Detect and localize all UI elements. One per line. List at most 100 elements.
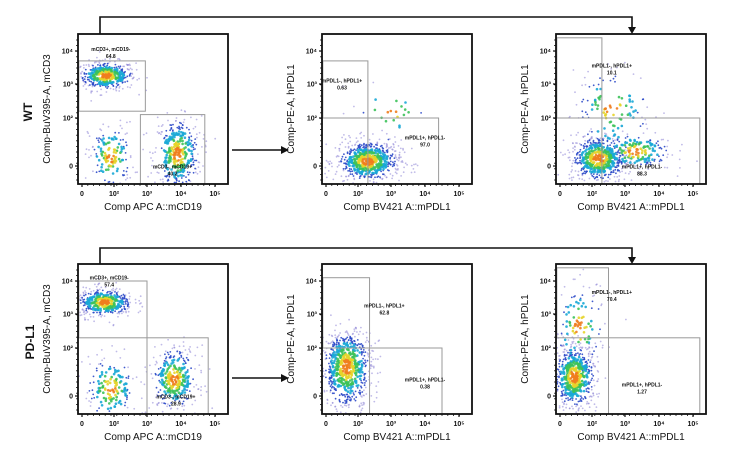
event-dot (177, 151, 180, 154)
x-tick-label: 0 (80, 421, 84, 428)
event-dot (161, 402, 163, 404)
event-dot (163, 381, 166, 384)
event-dot (372, 178, 375, 181)
event-dot (351, 350, 355, 354)
event-dot (106, 417, 108, 419)
event-dot (594, 342, 597, 345)
gate-percent: 0.63 (337, 85, 347, 91)
event-dot (175, 173, 178, 176)
event-dot (163, 359, 166, 362)
event-dot (120, 147, 124, 151)
event-dot (659, 158, 662, 161)
event-dot (561, 405, 564, 408)
event-dot (173, 135, 176, 139)
event-dot (169, 156, 172, 160)
event-dot (587, 355, 590, 357)
event-dot (156, 131, 159, 133)
event-dot (334, 147, 337, 149)
event-dot (355, 141, 358, 144)
event-dot (579, 342, 582, 345)
event-dot (370, 382, 373, 384)
event-dot (123, 307, 126, 310)
event-dot (558, 360, 561, 362)
event-dot (125, 144, 128, 147)
event-dot (625, 154, 627, 157)
event-dot (63, 73, 65, 75)
event-dot (107, 168, 110, 171)
event-dot (118, 85, 121, 88)
event-dot (363, 157, 367, 161)
x-axis-label: Comp APC A::mCD19 (104, 202, 202, 213)
event-dot (614, 75, 617, 78)
event-dot (598, 333, 600, 335)
event-dot (121, 312, 123, 315)
event-dot (185, 176, 187, 179)
event-dot (577, 302, 580, 305)
event-dot (353, 148, 356, 151)
event-dot (353, 398, 356, 400)
event-dot (84, 304, 86, 306)
event-dot (572, 278, 575, 281)
event-dot (324, 166, 327, 169)
event-dot (360, 156, 363, 159)
event-dot (370, 173, 372, 176)
event-dot (356, 344, 359, 347)
event-dot (181, 351, 184, 354)
event-dot (362, 357, 364, 360)
event-dot (571, 399, 574, 401)
event-dot (179, 418, 181, 420)
event-dot (106, 392, 110, 395)
event-dot (583, 358, 586, 361)
event-dot (621, 157, 624, 161)
event-dot (580, 169, 583, 172)
event-dot (334, 405, 337, 408)
event-dot (352, 155, 355, 158)
event-dot (384, 174, 386, 177)
event-dot (112, 287, 115, 290)
event-dot (631, 152, 634, 156)
event-dot (389, 173, 392, 175)
event-dot (397, 145, 400, 147)
event-dot (200, 115, 203, 117)
event-dot (108, 164, 111, 167)
event-dot (167, 178, 170, 181)
event-dot (594, 151, 597, 155)
event-dot (55, 67, 57, 69)
event-dot (181, 127, 184, 130)
x-tick-label: 10⁵ (209, 421, 220, 428)
event-dot (343, 134, 345, 136)
event-dot (382, 150, 385, 153)
event-dot (575, 411, 578, 413)
event-dot (196, 346, 199, 349)
event-dot (177, 379, 180, 382)
event-dot (114, 310, 116, 313)
event-dot (174, 120, 177, 122)
event-dot (185, 397, 188, 400)
event-dot (578, 344, 581, 346)
event-dot (342, 112, 345, 115)
event-dot (646, 145, 649, 148)
event-dot (170, 128, 172, 130)
event-dot (324, 172, 326, 175)
event-dot (385, 176, 388, 179)
event-dot (101, 364, 104, 367)
event-dot (169, 153, 173, 156)
event-dot (386, 151, 389, 154)
event-dot (597, 378, 600, 380)
event-dot (113, 66, 116, 69)
event-dot (84, 153, 87, 155)
event-dot (571, 165, 573, 168)
event-dot (104, 397, 108, 400)
event-dot (172, 145, 176, 149)
event-dot (93, 311, 95, 314)
event-dot (640, 151, 644, 155)
event-dot (100, 129, 103, 132)
event-dot (549, 390, 551, 392)
event-dot (117, 374, 120, 377)
event-dot (645, 123, 648, 125)
event-dot (135, 62, 137, 64)
event-dot (599, 87, 602, 91)
event-dot (110, 160, 113, 164)
